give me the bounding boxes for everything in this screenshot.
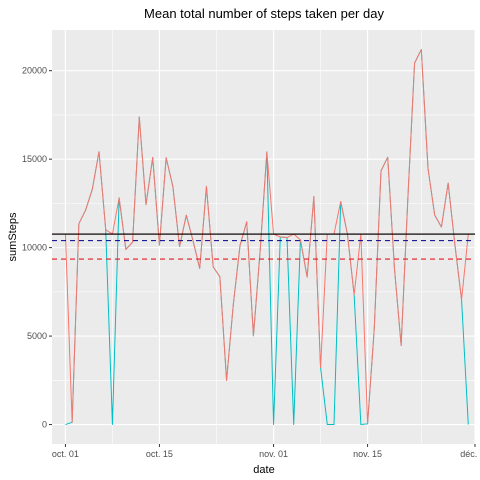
x-tick-label: oct. 15 <box>146 449 173 459</box>
x-tick-label: oct. 01 <box>52 449 79 459</box>
x-axis-title: date <box>253 464 274 476</box>
x-tick-label: déc. 01 <box>460 449 480 459</box>
x-tick-label: nov. 01 <box>259 449 288 459</box>
x-axis: oct. 01 oct. 15 nov. 01 nov. 15 déc. 01 <box>52 444 480 459</box>
series-layer <box>64 49 469 426</box>
y-axis: 0 5000 10000 15000 20000 <box>22 66 52 430</box>
chart-title: Mean total number of steps taken per day <box>144 6 384 21</box>
y-tick-label: 5000 <box>27 331 47 341</box>
reference-lines <box>52 233 475 260</box>
series-line-2 <box>64 49 469 425</box>
y-tick-label: 10000 <box>22 243 47 253</box>
x-tick-label: nov. 15 <box>353 449 382 459</box>
y-axis-title: sumSteps <box>7 212 19 261</box>
y-tick-label: 0 <box>42 420 47 430</box>
y-tick-label: 15000 <box>22 154 47 164</box>
plot-panel <box>52 30 475 444</box>
y-tick-label: 20000 <box>22 66 47 76</box>
